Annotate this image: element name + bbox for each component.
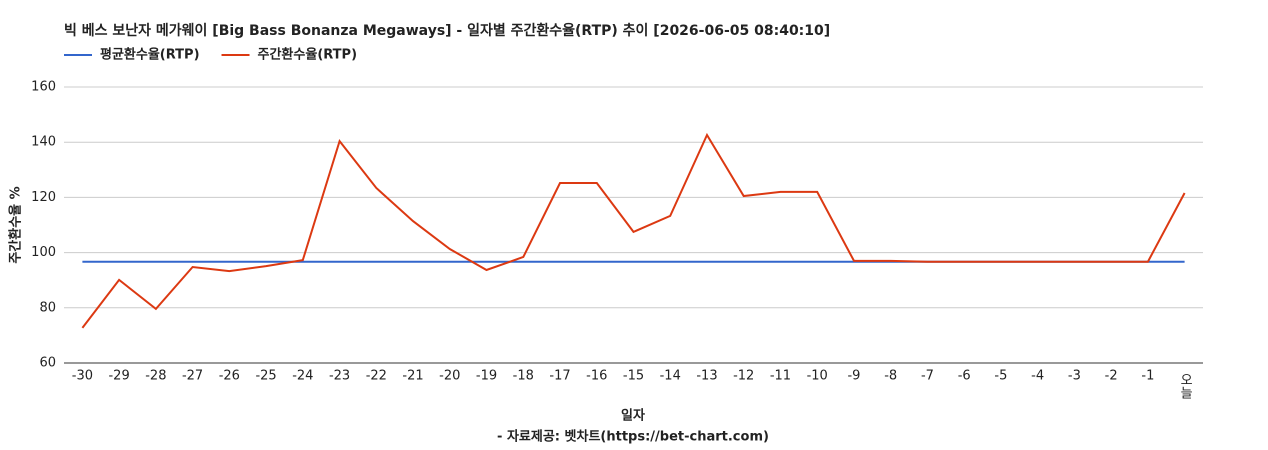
x-tick-label: -25 [255, 369, 276, 384]
chart-title: 빅 베스 보난자 메가웨이 [Big Bass Bonanza Megaways… [64, 22, 830, 39]
legend-label: 평균환수율(RTP) [100, 47, 200, 63]
x-axis-title: 일자 [621, 409, 645, 424]
x-tick-label: -19 [476, 369, 497, 384]
y-tick-label: 100 [31, 245, 56, 260]
x-tick-label: -4 [1031, 369, 1044, 384]
x-tick-label: -21 [402, 369, 423, 384]
x-tick-label: -12 [733, 369, 754, 384]
x-tick-label: -24 [292, 369, 313, 384]
x-tick-label: -14 [660, 369, 681, 384]
x-tick-label: -13 [696, 369, 717, 384]
x-tick-label: -2 [1105, 369, 1118, 384]
x-tick-label: -5 [994, 369, 1007, 384]
y-tick-label: 60 [39, 356, 56, 371]
x-tick-label: -3 [1068, 369, 1081, 384]
x-tick-label: -27 [182, 369, 203, 384]
x-tick-label: -20 [439, 369, 460, 384]
y-tick-label: 80 [39, 300, 56, 315]
x-tick-label: -23 [329, 369, 350, 384]
y-tick-label: 120 [31, 190, 56, 205]
x-tick-label: -6 [958, 369, 971, 384]
x-tick-label: 오늘 [1177, 373, 1192, 399]
x-tick-label: -17 [549, 369, 570, 384]
y-tick-label: 140 [31, 135, 56, 150]
x-tick-label: -26 [219, 369, 240, 384]
x-tick-label: -11 [770, 369, 791, 384]
x-tick-label: -30 [72, 369, 93, 384]
x-tick-label: -8 [884, 369, 897, 384]
x-tick-label: -16 [586, 369, 607, 384]
x-tick-label: -28 [145, 369, 166, 384]
x-tick-label: -7 [921, 369, 934, 384]
legend-label: 주간환수율(RTP) [258, 47, 358, 63]
y-axis-title: 주간환수율 % [8, 186, 24, 263]
x-tick-label: -10 [807, 369, 828, 384]
x-tick-label: -29 [108, 369, 129, 384]
series-line [81, 132, 1186, 329]
x-tick-label: -18 [513, 369, 534, 384]
x-tick-label: -15 [623, 369, 644, 384]
y-tick-label: 160 [31, 80, 56, 95]
source-note: - 자료제공: 벳차트(https://bet-chart.com) [497, 429, 769, 445]
x-tick-label: -22 [366, 369, 387, 384]
x-tick-label: -9 [847, 369, 860, 384]
x-tick-label: -1 [1141, 369, 1154, 384]
